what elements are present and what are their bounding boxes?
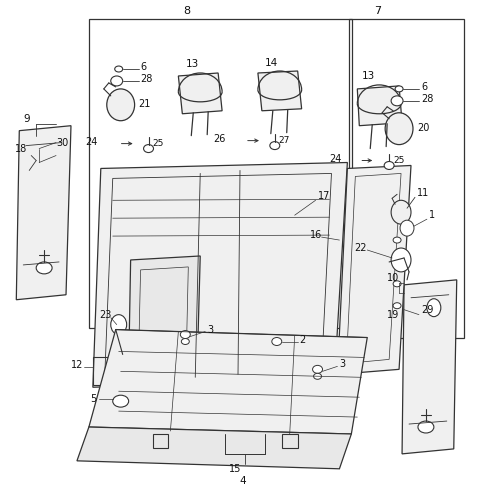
Text: 27: 27 — [279, 136, 290, 145]
Text: 13: 13 — [362, 71, 375, 81]
Text: 3: 3 — [207, 324, 213, 334]
Text: 3: 3 — [339, 359, 346, 369]
Bar — [93, 358, 147, 385]
Polygon shape — [357, 86, 402, 126]
Text: 11: 11 — [417, 188, 429, 198]
Text: 29: 29 — [421, 305, 433, 315]
Ellipse shape — [418, 421, 434, 433]
Text: 2: 2 — [300, 334, 306, 345]
Text: 6: 6 — [141, 62, 147, 72]
Bar — [153, 434, 168, 448]
Polygon shape — [129, 256, 200, 369]
Ellipse shape — [115, 66, 123, 72]
Ellipse shape — [117, 331, 129, 348]
Ellipse shape — [393, 303, 401, 309]
Ellipse shape — [312, 365, 323, 373]
Text: 5: 5 — [91, 394, 97, 404]
Text: 6: 6 — [421, 82, 427, 92]
Ellipse shape — [180, 330, 190, 339]
Ellipse shape — [400, 220, 414, 236]
Ellipse shape — [159, 354, 169, 361]
Polygon shape — [179, 73, 222, 114]
Ellipse shape — [107, 89, 134, 121]
Text: 16: 16 — [310, 230, 322, 240]
Text: 15: 15 — [229, 464, 241, 474]
Polygon shape — [77, 427, 351, 469]
Polygon shape — [258, 71, 301, 111]
Ellipse shape — [111, 76, 123, 86]
Polygon shape — [16, 126, 71, 300]
Text: 28: 28 — [141, 74, 153, 84]
Ellipse shape — [181, 339, 189, 345]
Text: 18: 18 — [15, 143, 27, 153]
Ellipse shape — [393, 259, 401, 265]
Ellipse shape — [391, 96, 403, 106]
Polygon shape — [93, 162, 348, 387]
Ellipse shape — [111, 315, 127, 334]
Text: 7: 7 — [373, 7, 381, 16]
Text: 8: 8 — [183, 7, 190, 16]
Text: 12: 12 — [71, 360, 83, 370]
Ellipse shape — [36, 262, 52, 274]
Text: 30: 30 — [56, 138, 68, 147]
Text: 19: 19 — [387, 310, 399, 319]
Ellipse shape — [384, 161, 394, 170]
Ellipse shape — [272, 338, 282, 346]
Ellipse shape — [133, 363, 144, 371]
Text: 4: 4 — [240, 476, 246, 486]
Text: 20: 20 — [417, 123, 429, 133]
Ellipse shape — [391, 200, 411, 224]
Text: 23: 23 — [99, 310, 111, 319]
Text: 22: 22 — [354, 243, 367, 253]
Bar — [349, 19, 464, 338]
Polygon shape — [89, 329, 367, 434]
Ellipse shape — [395, 86, 403, 92]
Text: 13: 13 — [185, 59, 199, 69]
Text: 25: 25 — [153, 139, 164, 148]
Polygon shape — [337, 165, 411, 374]
Ellipse shape — [393, 237, 401, 243]
Text: 24: 24 — [85, 137, 98, 146]
Ellipse shape — [144, 144, 154, 152]
Text: 28: 28 — [421, 94, 433, 104]
Text: 14: 14 — [265, 58, 278, 68]
Text: 25: 25 — [393, 156, 405, 165]
Text: 21: 21 — [139, 99, 151, 109]
Bar — [282, 434, 298, 448]
Ellipse shape — [385, 113, 413, 144]
Polygon shape — [402, 280, 457, 454]
Text: 10: 10 — [387, 273, 399, 283]
Text: 17: 17 — [318, 191, 330, 201]
Ellipse shape — [427, 299, 441, 316]
Ellipse shape — [313, 373, 322, 379]
Text: 26: 26 — [214, 134, 226, 144]
Ellipse shape — [391, 248, 411, 272]
Text: 1: 1 — [429, 210, 435, 220]
Ellipse shape — [270, 142, 280, 149]
Text: 24: 24 — [329, 153, 341, 163]
Ellipse shape — [113, 395, 129, 407]
Ellipse shape — [393, 281, 401, 287]
Bar — [89, 19, 352, 327]
Text: 9: 9 — [23, 114, 30, 124]
